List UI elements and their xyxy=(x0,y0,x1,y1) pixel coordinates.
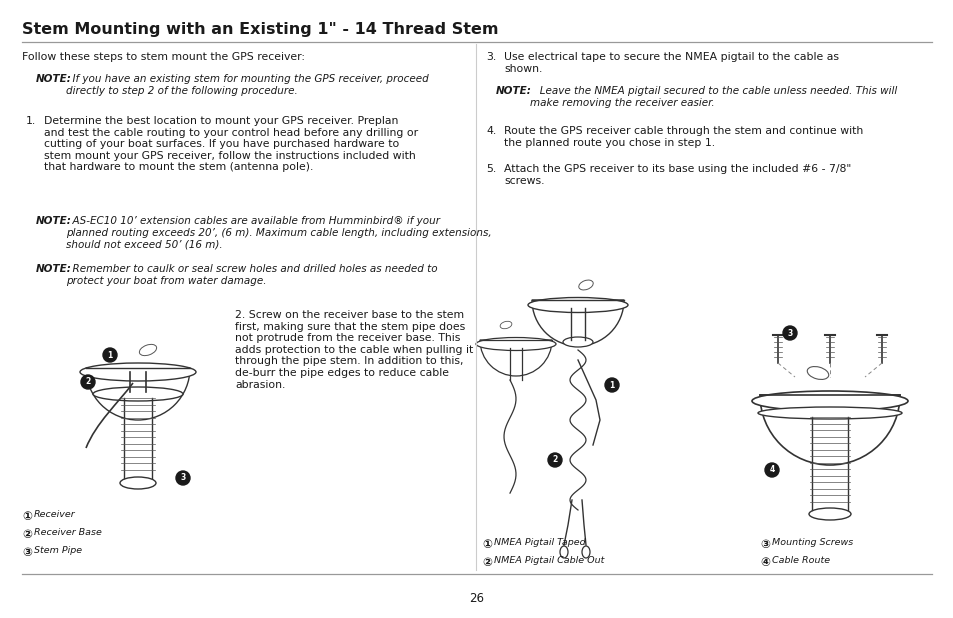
Text: Route the GPS receiver cable through the stem and continue with
the planned rout: Route the GPS receiver cable through the… xyxy=(503,126,862,148)
Text: ③: ③ xyxy=(22,546,32,559)
Text: Determine the best location to mount your GPS receiver. Preplan
and test the cab: Determine the best location to mount you… xyxy=(44,116,417,172)
Ellipse shape xyxy=(581,546,589,558)
Text: AS-EC10 10’ extension cables are available from Humminbird® if your
planned rout: AS-EC10 10’ extension cables are availab… xyxy=(66,216,491,249)
Text: ①: ① xyxy=(481,538,492,551)
Text: Leave the NMEA pigtail secured to the cable unless needed. This will
make removi: Leave the NMEA pigtail secured to the ca… xyxy=(530,86,897,108)
Ellipse shape xyxy=(80,363,195,381)
Text: If you have an existing stem for mounting the GPS receiver, proceed
directly to : If you have an existing stem for mountin… xyxy=(66,74,428,96)
Circle shape xyxy=(782,326,796,340)
Ellipse shape xyxy=(527,297,627,313)
Text: ②: ② xyxy=(22,528,32,541)
Text: NOTE:: NOTE: xyxy=(36,216,71,226)
Circle shape xyxy=(81,375,95,389)
Text: 1.: 1. xyxy=(26,116,36,126)
Ellipse shape xyxy=(559,546,567,558)
Circle shape xyxy=(604,378,618,392)
Text: 2: 2 xyxy=(85,378,91,386)
Text: Receiver Base: Receiver Base xyxy=(34,528,102,537)
Ellipse shape xyxy=(758,407,901,419)
Text: 2: 2 xyxy=(552,455,558,465)
Ellipse shape xyxy=(139,344,156,355)
Wedge shape xyxy=(479,340,552,376)
Text: Receiver: Receiver xyxy=(34,510,75,519)
Text: 3.: 3. xyxy=(485,52,496,62)
Circle shape xyxy=(764,463,779,477)
Text: ④: ④ xyxy=(760,556,769,569)
Text: NMEA Pigtail Taped: NMEA Pigtail Taped xyxy=(494,538,585,547)
Text: 1: 1 xyxy=(108,350,112,360)
Text: 5.: 5. xyxy=(485,164,496,174)
Ellipse shape xyxy=(476,337,556,350)
Text: Stem Mounting with an Existing 1" - 14 Thread Stem: Stem Mounting with an Existing 1" - 14 T… xyxy=(22,22,498,37)
Text: Use electrical tape to secure the NMEA pigtail to the cable as
shown.: Use electrical tape to secure the NMEA p… xyxy=(503,52,838,74)
Circle shape xyxy=(103,348,117,362)
Text: Cable Route: Cable Route xyxy=(771,556,829,565)
Text: NOTE:: NOTE: xyxy=(36,74,71,84)
Text: 1: 1 xyxy=(609,381,614,389)
Text: 4.: 4. xyxy=(485,126,496,136)
Text: 26: 26 xyxy=(469,592,484,605)
Wedge shape xyxy=(760,395,899,465)
Ellipse shape xyxy=(120,477,156,489)
Circle shape xyxy=(175,471,190,485)
Text: NMEA Pigtail Cable Out: NMEA Pigtail Cable Out xyxy=(494,556,604,565)
Text: NOTE:: NOTE: xyxy=(36,264,71,274)
Ellipse shape xyxy=(806,366,828,379)
Text: ③: ③ xyxy=(760,538,769,551)
Text: Follow these steps to stem mount the GPS receiver:: Follow these steps to stem mount the GPS… xyxy=(22,52,305,62)
Ellipse shape xyxy=(92,387,183,401)
Wedge shape xyxy=(532,300,623,346)
Text: Attach the GPS receiver to its base using the included #6 - 7/8"
screws.: Attach the GPS receiver to its base usin… xyxy=(503,164,850,185)
Text: NOTE:: NOTE: xyxy=(496,86,532,96)
Text: Stem Pipe: Stem Pipe xyxy=(34,546,82,555)
Text: 4: 4 xyxy=(768,465,774,475)
Text: 3: 3 xyxy=(786,329,792,337)
Ellipse shape xyxy=(562,337,593,347)
Text: 3: 3 xyxy=(180,473,186,483)
Text: 2. Screw on the receiver base to the stem
first, making sure that the stem pipe : 2. Screw on the receiver base to the ste… xyxy=(234,310,473,389)
Text: Mounting Screws: Mounting Screws xyxy=(771,538,852,547)
Ellipse shape xyxy=(499,321,512,329)
Circle shape xyxy=(547,453,561,467)
Ellipse shape xyxy=(808,508,850,520)
Ellipse shape xyxy=(751,391,907,411)
Text: Remember to caulk or seal screw holes and drilled holes as needed to
protect you: Remember to caulk or seal screw holes an… xyxy=(66,264,437,286)
Wedge shape xyxy=(86,368,190,420)
Text: ②: ② xyxy=(481,556,492,569)
Text: ①: ① xyxy=(22,510,32,523)
Ellipse shape xyxy=(578,280,593,290)
